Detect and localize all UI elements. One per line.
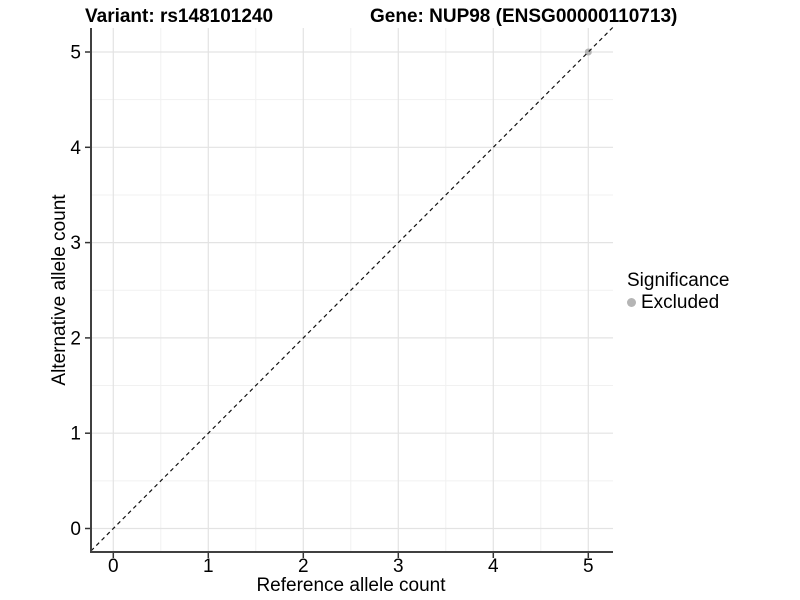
x-tick-label: 1 xyxy=(203,556,214,577)
legend-item-excluded: Excluded xyxy=(627,292,729,313)
y-tick-label: 3 xyxy=(70,233,81,254)
x-tick-label: 5 xyxy=(583,556,594,577)
legend: Significance Excluded xyxy=(627,270,729,313)
x-axis-title: Reference allele count xyxy=(256,575,446,596)
plot-title-gene: Gene: NUP98 (ENSG00000110713) xyxy=(370,6,678,27)
excluded-point-icon xyxy=(627,298,636,307)
plot-title-variant: Variant: rs148101240 xyxy=(85,6,274,27)
x-tick-label: 0 xyxy=(108,556,119,577)
x-tick-label: 4 xyxy=(488,556,499,577)
y-tick-label: 2 xyxy=(70,328,81,349)
y-axis-title: Alternative allele count xyxy=(49,194,70,386)
y-tick-label: 1 xyxy=(70,424,81,445)
legend-title: Significance xyxy=(627,270,730,291)
y-tick-label: 0 xyxy=(70,519,81,540)
y-tick-label: 4 xyxy=(70,138,81,159)
y-tick-label: 5 xyxy=(70,43,81,64)
identity-reference-line xyxy=(90,26,614,552)
x-tick-label: 3 xyxy=(393,556,404,577)
legend-item-label: Excluded xyxy=(641,292,720,313)
x-tick-label: 2 xyxy=(298,556,309,577)
